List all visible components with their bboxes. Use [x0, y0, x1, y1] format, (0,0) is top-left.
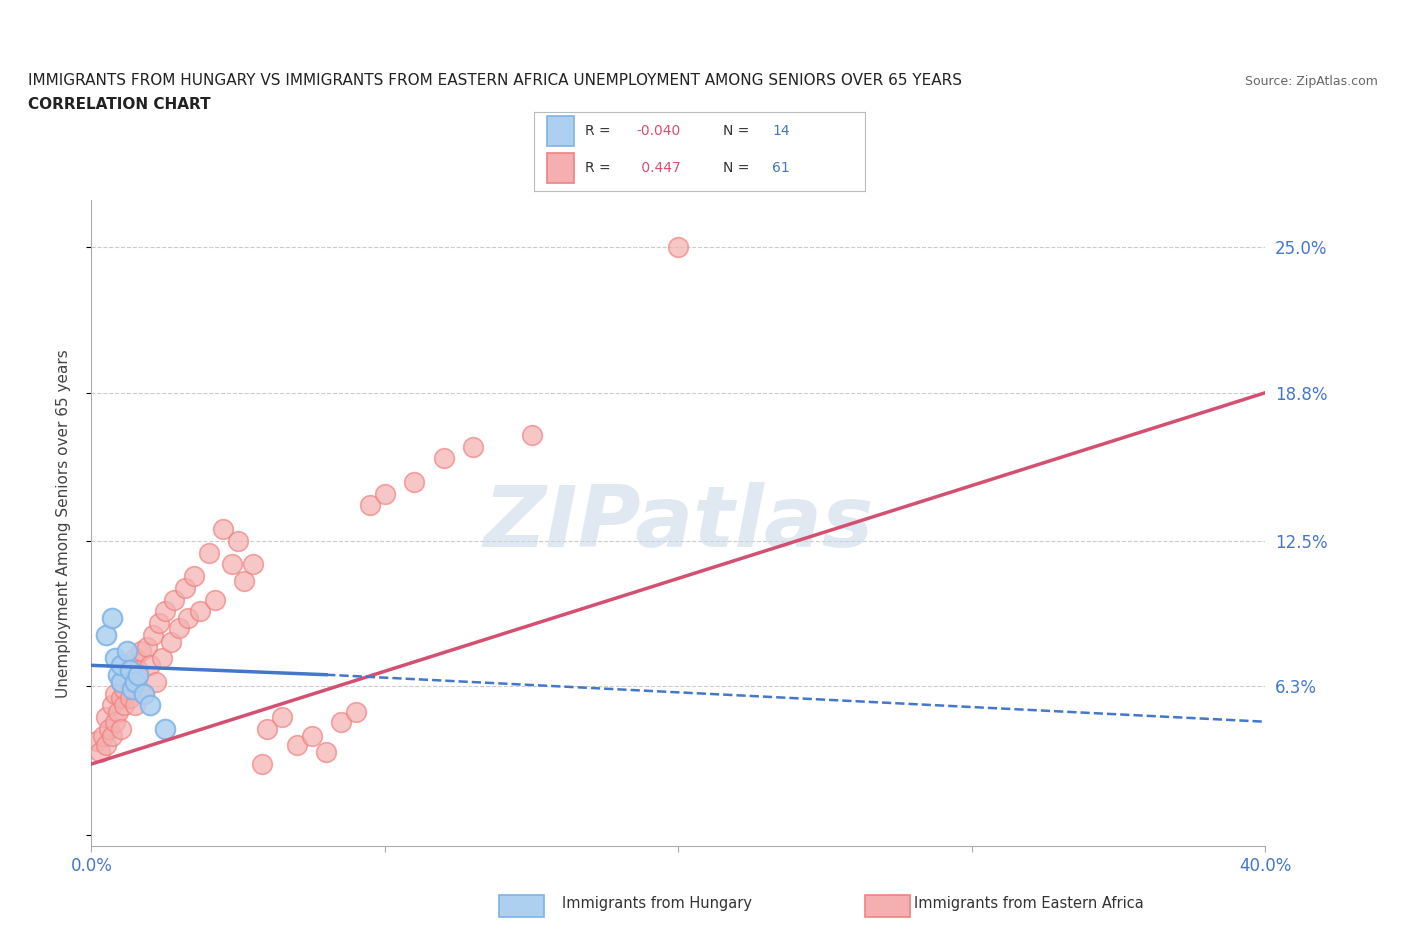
Point [129, 644, 152, 658]
Point [124, 674, 146, 689]
Point [139, 658, 162, 672]
Point [94, 710, 117, 724]
Point [104, 686, 127, 701]
Point [134, 686, 156, 701]
Bar [547, 116, 574, 146]
Point [329, 714, 352, 729]
Point [86, 733, 108, 748]
Point [404, 474, 426, 489]
Point [174, 580, 197, 595]
Point [145, 674, 167, 689]
Point [118, 662, 141, 677]
Point [101, 611, 124, 626]
Point [94, 737, 117, 752]
Point [127, 668, 149, 683]
Point [242, 557, 264, 572]
Text: Source: ZipAtlas.com: Source: ZipAtlas.com [1244, 75, 1378, 88]
Point [221, 557, 243, 572]
Y-axis label: Unemployment Among Seniors over 65 years: Unemployment Among Seniors over 65 years [56, 349, 70, 698]
Point [118, 658, 141, 672]
Text: -0.040: -0.040 [637, 125, 681, 139]
Point [104, 651, 127, 666]
Point [124, 651, 146, 666]
Text: 61: 61 [772, 161, 790, 175]
Text: 14: 14 [772, 125, 790, 139]
Text: Immigrants from Hungary: Immigrants from Hungary [562, 897, 752, 911]
Point [107, 705, 129, 720]
Point [315, 745, 337, 760]
Point [301, 728, 323, 743]
Point [91, 728, 114, 743]
Point [344, 705, 367, 720]
Point [183, 568, 205, 583]
Text: IMMIGRANTS FROM HUNGARY VS IMMIGRANTS FROM EASTERN AFRICA UNEMPLOYMENT AMONG SEN: IMMIGRANTS FROM HUNGARY VS IMMIGRANTS FR… [28, 73, 962, 88]
Point [226, 533, 249, 548]
Text: ZIPatlas: ZIPatlas [484, 482, 873, 565]
Point [139, 698, 162, 712]
Point [121, 674, 143, 689]
Text: N =: N = [723, 161, 749, 175]
Point [107, 668, 129, 683]
Point [359, 498, 381, 513]
Point [121, 682, 143, 697]
Point [118, 691, 141, 706]
Point [432, 451, 454, 466]
Point [162, 592, 184, 607]
Point [101, 728, 124, 743]
Point [153, 722, 176, 737]
Text: N =: N = [723, 125, 749, 139]
Point [101, 698, 124, 712]
Point [150, 651, 173, 666]
Text: 0.447: 0.447 [637, 161, 681, 175]
Point [177, 611, 200, 626]
Point [112, 682, 135, 697]
Point [104, 714, 127, 729]
Text: Immigrants from Eastern Africa: Immigrants from Eastern Africa [914, 897, 1143, 911]
Point [110, 722, 132, 737]
Point [148, 616, 170, 631]
Point [153, 604, 176, 618]
Point [197, 545, 219, 560]
Point [461, 439, 484, 454]
Point [89, 745, 111, 760]
Text: R =: R = [585, 161, 612, 175]
Point [136, 639, 159, 654]
Point [271, 710, 294, 724]
Point [110, 658, 132, 672]
Point [98, 722, 121, 737]
Point [127, 662, 149, 677]
Point [94, 628, 117, 643]
Point [110, 674, 132, 689]
Point [115, 644, 138, 658]
Point [134, 686, 156, 701]
Point [666, 240, 689, 255]
Point [142, 628, 165, 643]
Bar [547, 153, 574, 182]
Text: CORRELATION CHART: CORRELATION CHART [28, 97, 211, 112]
Point [250, 757, 273, 772]
Point [110, 691, 132, 706]
Point [285, 737, 308, 752]
Point [520, 428, 543, 443]
Point [204, 592, 226, 607]
Point [159, 634, 181, 649]
Point [110, 674, 132, 689]
Point [124, 698, 146, 712]
Point [374, 486, 396, 501]
Point [169, 620, 191, 635]
Point [115, 668, 138, 683]
Text: R =: R = [585, 125, 612, 139]
Point [212, 522, 235, 537]
Point [188, 604, 211, 618]
Point [233, 573, 256, 588]
Point [256, 722, 278, 737]
Point [112, 698, 135, 712]
